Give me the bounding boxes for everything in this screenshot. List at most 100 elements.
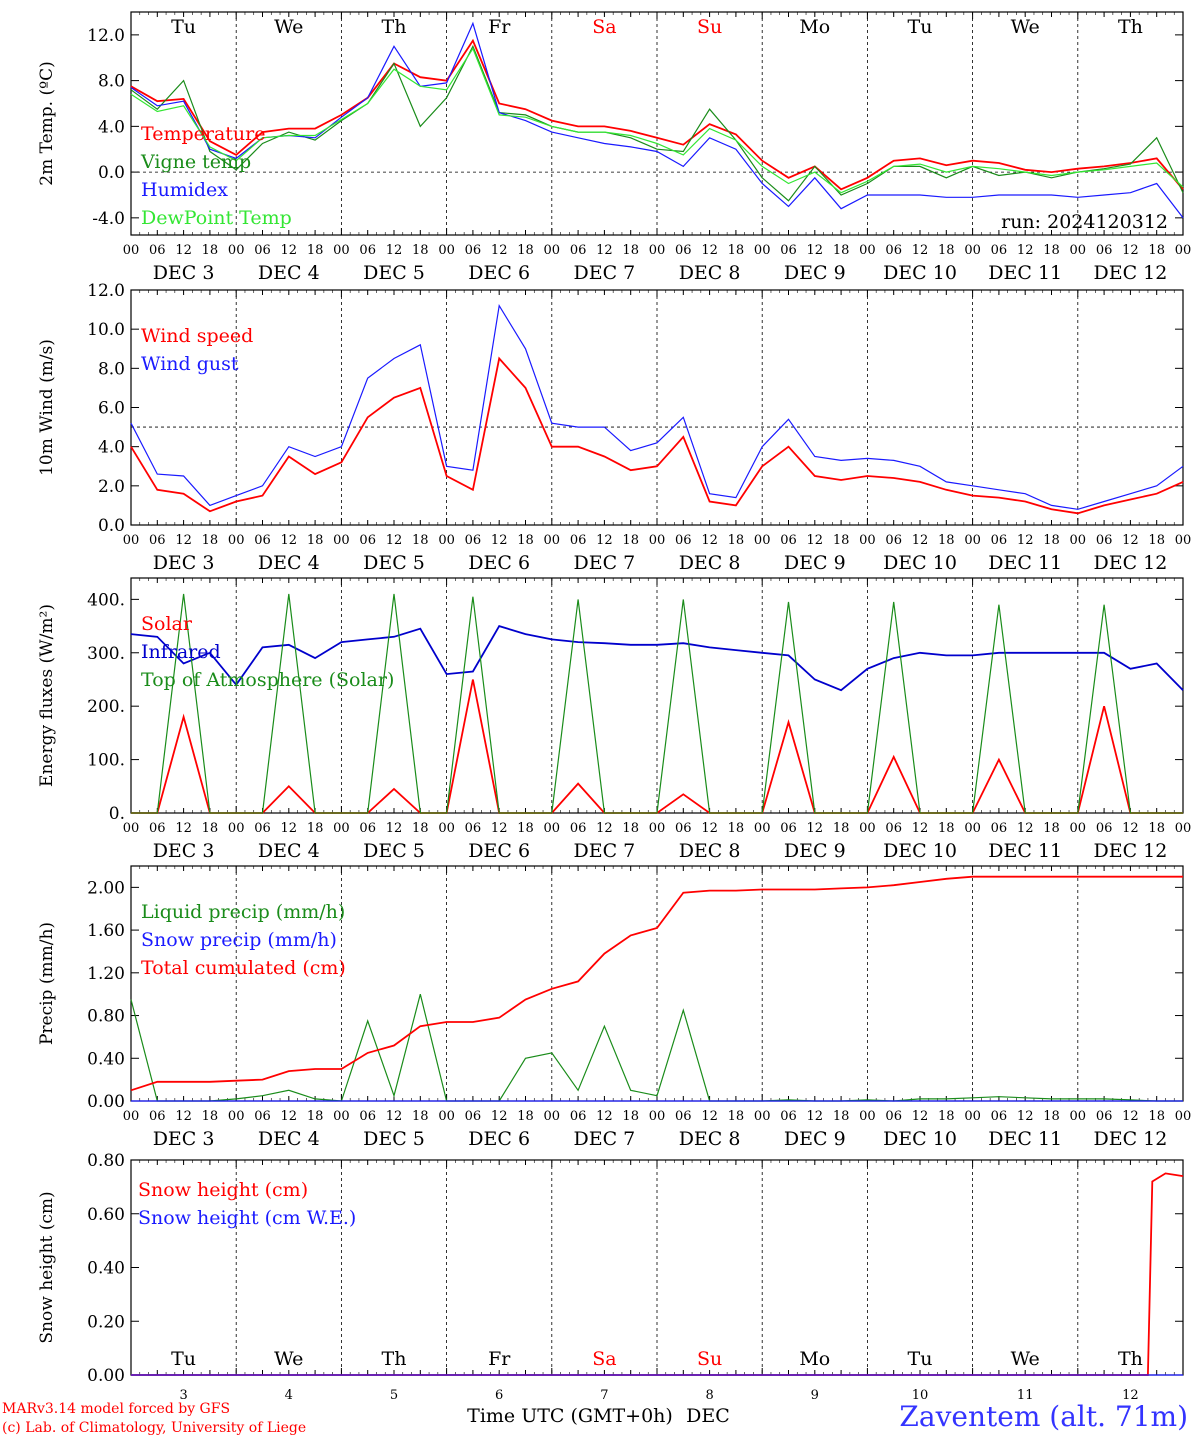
- weekday-label: Sa: [592, 16, 616, 38]
- hour-label: 06: [359, 243, 376, 258]
- legend-entry: Total cumulated (cm): [141, 957, 346, 979]
- hour-label: 06: [465, 821, 482, 836]
- y-tick-label: 8.0: [98, 359, 125, 379]
- weekday-label: Fr: [488, 16, 511, 38]
- hour-label: 12: [281, 821, 298, 836]
- y-tick-label: 0.0: [98, 163, 125, 183]
- y-tick-label: 4.0: [98, 438, 125, 458]
- hour-label: 06: [149, 243, 166, 258]
- date-label: DEC 12: [1093, 1128, 1167, 1150]
- hour-label: 12: [1017, 1109, 1034, 1124]
- hour-label: 00: [123, 1109, 140, 1124]
- date-label: DEC 11: [988, 262, 1062, 284]
- weekday-label: Mo: [799, 16, 830, 38]
- hour-label: 06: [675, 821, 692, 836]
- hour-label: 00: [964, 1109, 981, 1124]
- hour-label: 18: [202, 821, 219, 836]
- hour-label: 06: [675, 1109, 692, 1124]
- series-line-wind-speed: [130, 356, 1184, 515]
- weekday-label: Su: [697, 1348, 722, 1370]
- date-label: DEC 12: [1093, 262, 1167, 284]
- date-label: DEC 3: [153, 552, 215, 574]
- hour-label: 12: [1017, 533, 1034, 548]
- hour-label: 18: [938, 1109, 955, 1124]
- date-label: DEC 7: [574, 840, 636, 862]
- x-axis-label: Time UTC (GMT+0h): [467, 1405, 673, 1427]
- y-tick-label: -4.0: [92, 209, 125, 229]
- y-tick-label: 12.0: [87, 26, 125, 46]
- y-tick-label: 0.00: [87, 1092, 125, 1112]
- weekday-label: Th: [382, 1348, 407, 1370]
- hour-label: 06: [991, 821, 1008, 836]
- hour-label: 06: [991, 533, 1008, 548]
- legend-entry: Wind gust: [141, 353, 239, 375]
- hour-label: 06: [149, 821, 166, 836]
- date-label: DEC 5: [363, 262, 425, 284]
- hour-label: 00: [1070, 533, 1087, 548]
- hour-label: 06: [885, 243, 902, 258]
- hour-label: 18: [307, 243, 324, 258]
- hour-label: 06: [780, 1109, 797, 1124]
- hour-label: 12: [175, 243, 192, 258]
- date-label: DEC 6: [468, 1128, 530, 1150]
- date-label: DEC 5: [363, 840, 425, 862]
- weekday-label: Th: [382, 16, 407, 38]
- hour-label: 00: [333, 1109, 350, 1124]
- hour-label: 12: [491, 821, 508, 836]
- hour-label: 00: [1070, 1109, 1087, 1124]
- hour-label: 18: [202, 243, 219, 258]
- date-label: DEC 3: [153, 840, 215, 862]
- y-tick-label: 400.: [87, 590, 125, 610]
- legend-entry: Top of Atmosphere (Solar): [141, 669, 394, 691]
- date-label: DEC 7: [574, 552, 636, 574]
- hour-label: 18: [728, 1109, 745, 1124]
- hour-label: 12: [912, 533, 929, 548]
- panel-5: [130, 1159, 1184, 1376]
- date-label: DEC 8: [679, 262, 741, 284]
- hour-label: 12: [1122, 821, 1139, 836]
- run-label: run: 2024120312: [1001, 211, 1168, 233]
- date-label: DEC 3: [153, 262, 215, 284]
- day-number-label: 8: [705, 1388, 713, 1403]
- hour-label: 18: [517, 243, 534, 258]
- hour-label: 00: [123, 243, 140, 258]
- weekday-label: We: [274, 16, 303, 38]
- hour-label: 12: [701, 243, 718, 258]
- weekday-label: Th: [1118, 1348, 1143, 1370]
- hour-label: 06: [570, 533, 587, 548]
- hour-label: 12: [1017, 821, 1034, 836]
- weekday-label: Tu: [908, 1348, 933, 1370]
- hour-label: 00: [964, 243, 981, 258]
- hour-label: 18: [412, 533, 429, 548]
- series-line-infrared: [130, 625, 1184, 692]
- y-tick-label: 0.40: [87, 1259, 125, 1279]
- day-number-label: 9: [811, 1388, 819, 1403]
- hour-label: 18: [622, 243, 639, 258]
- date-label: DEC 10: [883, 1128, 957, 1150]
- lab-credit: (c) Lab. of Climatology, University of L…: [2, 1420, 307, 1436]
- hour-label: 12: [281, 533, 298, 548]
- hour-label: 06: [885, 533, 902, 548]
- hour-label: 00: [1175, 1109, 1192, 1124]
- hour-label: 06: [780, 243, 797, 258]
- hour-label: 18: [1043, 243, 1060, 258]
- series-line-humidex: [130, 21, 1184, 219]
- weekday-label: We: [274, 1348, 303, 1370]
- hour-label: 12: [912, 1109, 929, 1124]
- y-tick-label: 0.0: [98, 516, 125, 536]
- hour-label: 00: [123, 533, 140, 548]
- date-label: DEC 4: [258, 1128, 320, 1150]
- date-label: DEC 12: [1093, 840, 1167, 862]
- legend-entry: Solar: [141, 613, 193, 635]
- date-label: DEC 11: [988, 1128, 1062, 1150]
- hour-label: 12: [281, 243, 298, 258]
- hour-label: 06: [1096, 533, 1113, 548]
- hour-label: 12: [807, 821, 824, 836]
- hour-label: 18: [833, 243, 850, 258]
- y-tick-label: 200.: [87, 697, 125, 717]
- hour-label: 06: [465, 243, 482, 258]
- hour-label: 12: [807, 1109, 824, 1124]
- weekday-label: Mo: [799, 1348, 830, 1370]
- hour-label: 00: [964, 821, 981, 836]
- y-tick-label: 1.60: [87, 921, 125, 941]
